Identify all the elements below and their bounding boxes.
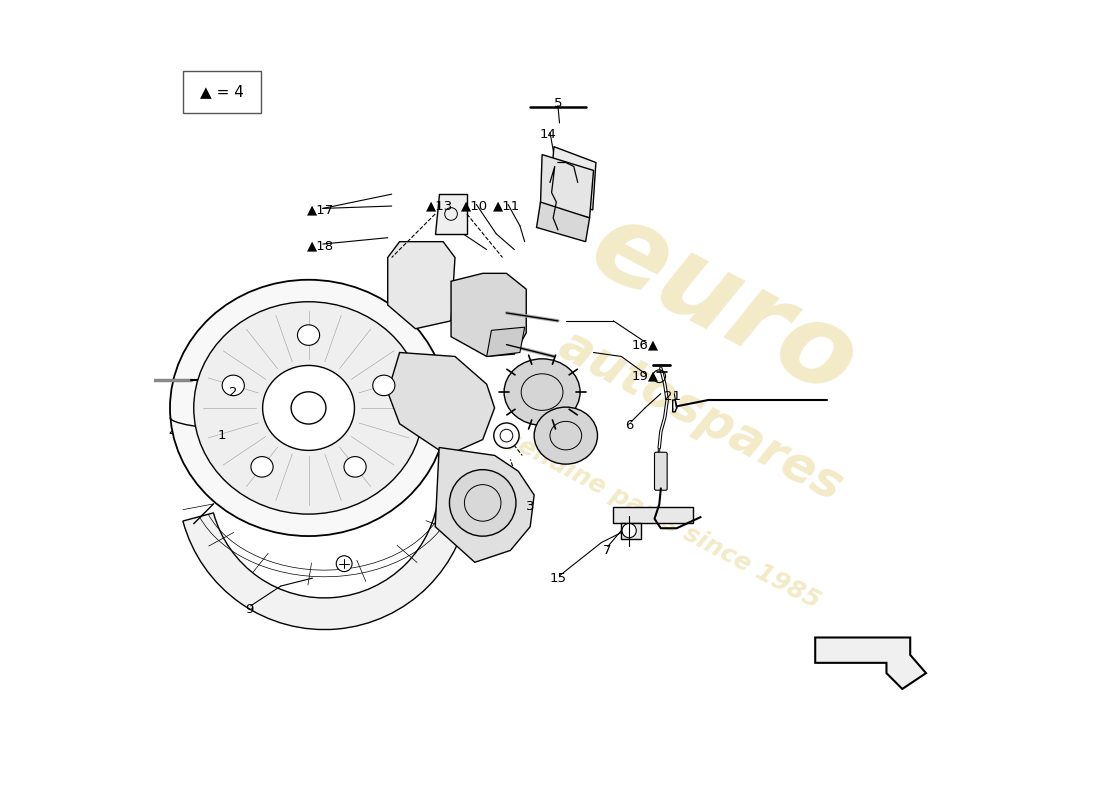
Polygon shape [537, 202, 590, 242]
Text: ▲11: ▲11 [493, 199, 520, 213]
Ellipse shape [222, 375, 244, 396]
Polygon shape [550, 146, 596, 210]
Polygon shape [451, 274, 526, 357]
Polygon shape [815, 638, 926, 689]
Text: ▲ = 4: ▲ = 4 [200, 85, 244, 99]
Text: ▲13: ▲13 [426, 199, 453, 213]
Polygon shape [540, 154, 594, 218]
Text: 9: 9 [245, 603, 253, 616]
Ellipse shape [251, 457, 273, 477]
FancyBboxPatch shape [183, 71, 261, 113]
Ellipse shape [373, 375, 395, 396]
Wedge shape [183, 493, 471, 630]
Text: 21: 21 [664, 390, 681, 402]
Text: autospares: autospares [550, 321, 850, 511]
Ellipse shape [535, 407, 597, 464]
Text: 19▲: 19▲ [631, 370, 659, 382]
Ellipse shape [194, 302, 424, 514]
Text: ▲18: ▲18 [307, 239, 334, 252]
Circle shape [494, 423, 519, 448]
Ellipse shape [170, 280, 447, 536]
Ellipse shape [504, 359, 580, 426]
Polygon shape [387, 353, 495, 455]
Text: 2: 2 [229, 386, 238, 398]
Text: 1: 1 [217, 429, 226, 442]
FancyBboxPatch shape [144, 375, 152, 385]
Ellipse shape [344, 457, 366, 477]
Polygon shape [387, 242, 455, 329]
Text: 7: 7 [603, 544, 612, 557]
Text: 3: 3 [526, 500, 535, 514]
Text: 14: 14 [540, 128, 557, 142]
Text: ▲10: ▲10 [461, 199, 488, 213]
Polygon shape [436, 194, 466, 234]
Polygon shape [614, 507, 693, 522]
Text: 16▲: 16▲ [631, 338, 659, 351]
Text: genuine parts since 1985: genuine parts since 1985 [498, 425, 824, 613]
Polygon shape [486, 327, 525, 357]
Ellipse shape [297, 325, 320, 346]
Circle shape [621, 523, 636, 538]
Text: ▲17: ▲17 [307, 203, 334, 217]
Polygon shape [621, 522, 641, 538]
Text: 5: 5 [553, 97, 562, 110]
Polygon shape [436, 447, 535, 562]
Text: euro: euro [573, 190, 876, 419]
Ellipse shape [263, 366, 354, 450]
Text: 6: 6 [625, 419, 634, 432]
Circle shape [337, 556, 352, 571]
Circle shape [450, 470, 516, 536]
Ellipse shape [292, 392, 326, 424]
Text: 15: 15 [549, 572, 566, 585]
FancyBboxPatch shape [654, 452, 668, 490]
